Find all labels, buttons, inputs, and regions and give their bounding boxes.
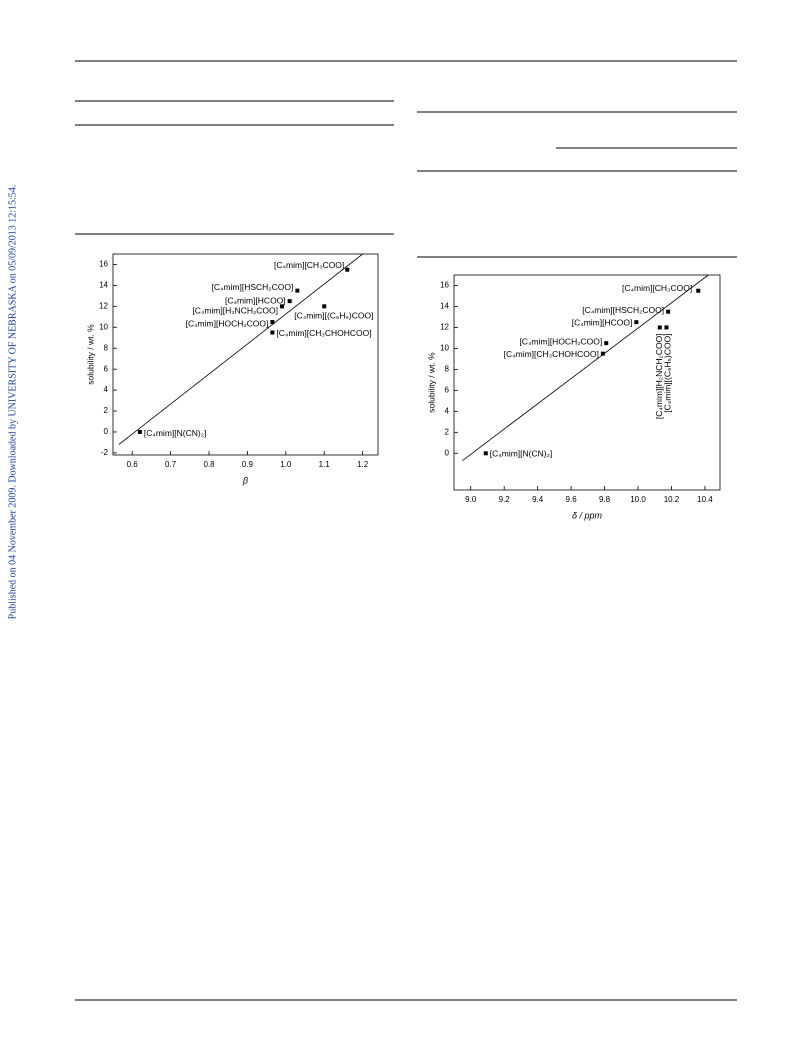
y-tick-label: 0 [104,427,109,436]
y-tick-label: -2 [101,448,109,457]
point-label: [C₄mim][HCOO] [572,317,633,327]
plot-frame [112,253,379,456]
x-tick-label: 1.2 [357,460,369,469]
y-tick-label: 4 [445,406,450,415]
x-tick-label: 0.6 [127,460,139,469]
point-label: [C₄mim][N(CN)₂] [490,449,552,459]
y-tick-label: 6 [445,385,450,394]
x-tick-label: 9.4 [532,495,544,504]
x-tick-label: 10.0 [630,495,646,504]
sidebar-note: Published on 04 November 2009. Downloade… [7,185,18,620]
chart: 0.6 0.7 0.8 0.9 1.0 1.1 1.2 -2 0 2 4 6 8 10 12 14 16 β sol… [85,253,379,485]
point-label: [C₄mim][HSCH₂COO] [211,282,293,292]
y-tick-label: 8 [104,343,109,352]
data-point [287,299,292,304]
point-label: [C₄mim][CH₃CHOHCOO] [504,349,599,359]
data-point [666,309,671,314]
y-tick-label: 10 [440,344,449,353]
data-point [657,325,662,330]
x-tick-label: 10.4 [697,495,713,504]
y-tick-label: 16 [99,260,108,269]
x-axis-label: δ / ppm [572,510,603,520]
x-tick-label: 10.2 [664,495,680,504]
data-point [279,304,284,309]
y-tick-label: 0 [445,448,450,457]
y-tick-label: 16 [440,281,449,290]
y-tick-label: 2 [104,406,109,415]
x-tick-label: 1.0 [280,460,292,469]
data-point [696,288,701,293]
y-tick-label: 14 [99,281,108,290]
data-point [600,351,605,356]
x-tick-label: 1.1 [319,460,331,469]
x-tick-label: 9.6 [566,495,578,504]
data-point [137,429,142,434]
y-axis-label: solubility / wt. % [426,352,436,413]
data-point [634,320,639,325]
y-tick-label: 4 [104,385,109,394]
data-point [295,288,300,293]
x-tick-label: 0.7 [165,460,177,469]
point-label: [C₄mim][(C₆H₅)COO] [294,311,373,321]
point-label: [C₄mim][HSCH₂COO] [582,305,664,315]
data-point [604,341,609,346]
y-tick-label: 10 [99,322,108,331]
point-label: [C₄mim][HOCH₂COO] [186,318,269,328]
plot-frame [453,274,721,491]
data-point [322,304,327,309]
point-label: [C₄mim][CH₃CHOHCOO] [276,328,371,338]
point-label: [C₄mim][H₂NCH₂COO] [192,306,278,316]
data-point [664,325,669,330]
x-axis-label: β [242,475,248,485]
point-label: [C₄mim][HCOO] [225,295,286,305]
point-label: [C₄mim][CH₃COO] [622,283,692,293]
y-tick-label: 8 [445,364,450,373]
y-tick-label: 6 [104,364,109,373]
x-tick-label: 9.2 [499,495,511,504]
point-label: [C₄mim][N(CN)₂] [144,428,206,438]
point-label: [C₄mim][H₂NCH₂COO] [654,333,664,419]
y-tick-label: 14 [440,302,449,311]
trend-line [118,253,363,445]
y-tick-label: 2 [445,427,450,436]
chart: 9.0 9.2 9.4 9.6 9.8 10.0 10.2 10.4 0 2 4 6 8 10 12 14 16… [426,274,721,520]
trend-line [462,274,709,461]
y-tick-label: 12 [99,301,108,310]
data-point [270,320,275,325]
x-tick-label: 0.9 [242,460,254,469]
data-point [483,451,488,456]
x-tick-label: 9.8 [599,495,611,504]
y-tick-label: 12 [440,323,449,332]
x-tick-label: 9.0 [465,495,477,504]
point-label: [C₄mim][CH₃COO] [274,260,344,270]
data-point [270,330,275,335]
point-label: [C₄mim][(C₆H₅)COO] [663,333,673,412]
data-point [345,267,350,272]
point-label: [C₄mim][HOCH₂COO] [519,336,602,346]
x-tick-label: 0.8 [203,460,215,469]
y-axis-label: solubility / wt. % [85,324,95,385]
